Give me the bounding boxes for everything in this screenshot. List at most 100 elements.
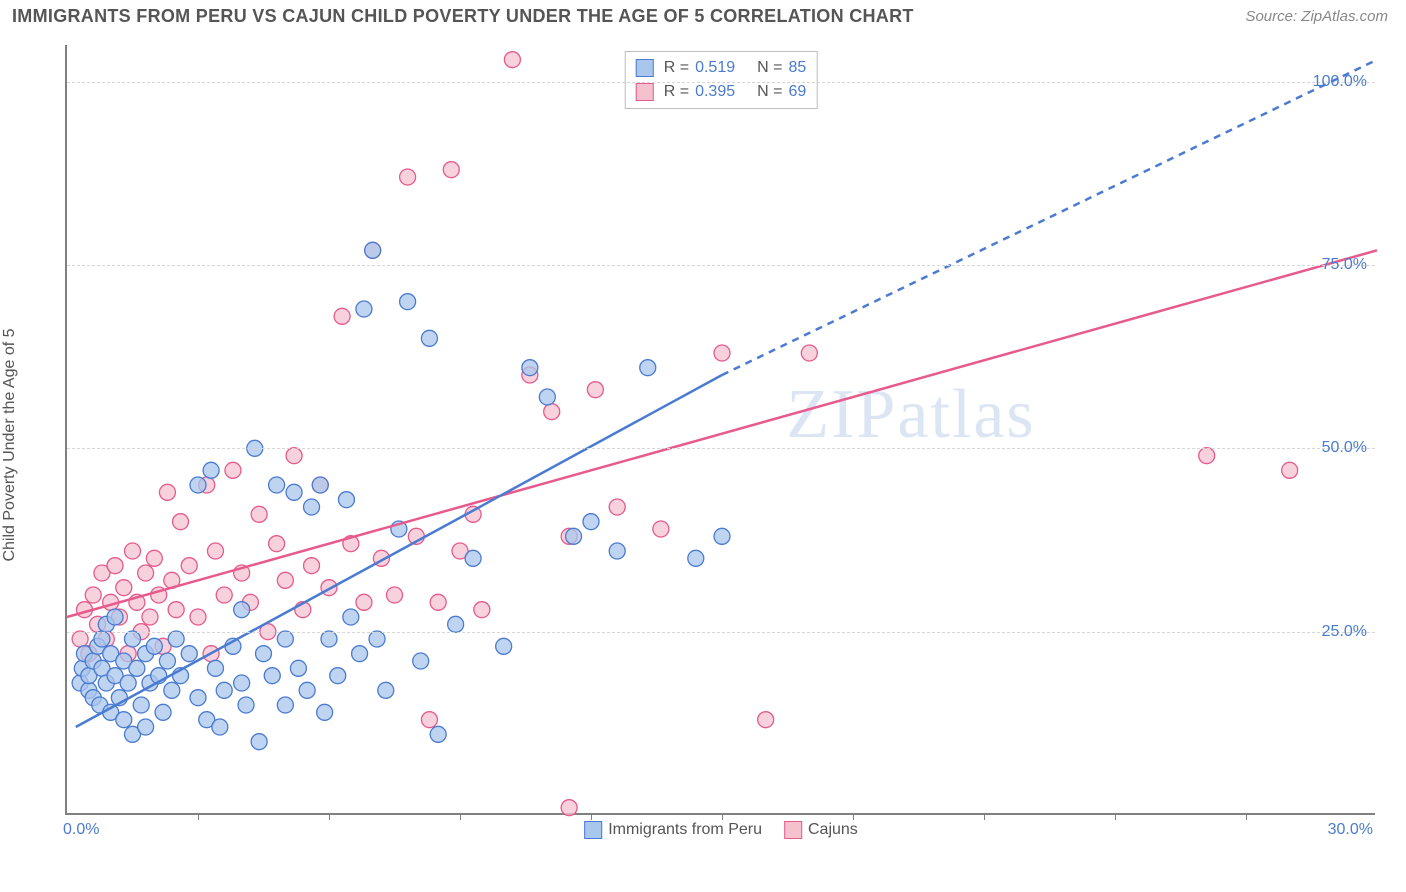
data-point-blue [159,653,175,669]
data-point-blue [400,294,416,310]
data-point-blue [120,675,136,691]
x-axis-min-label: 0.0% [63,821,99,839]
data-point-blue [321,631,337,647]
y-tick-label: 50.0% [1322,439,1367,457]
legend-series: Immigrants from Peru Cajuns [584,821,858,839]
legend-row: R =0.395N =69 [636,80,807,104]
data-point-blue [181,646,197,662]
data-point-blue [299,682,315,698]
data-point-blue [352,646,368,662]
data-point-blue [448,616,464,632]
data-point-blue [212,719,228,735]
data-point-blue [190,690,206,706]
data-point-blue [133,697,149,713]
legend-r-value: 0.519 [695,56,735,80]
data-point-pink [334,308,350,324]
data-point-blue [330,668,346,684]
gridline-h [67,265,1375,266]
data-point-pink [207,543,223,559]
legend-swatch [636,59,654,77]
legend-series-label: Cajuns [808,821,858,838]
legend-n-value: 85 [788,56,806,80]
data-point-blue [356,301,372,317]
x-tick [984,813,985,820]
trend-line [722,60,1377,375]
data-point-pink [269,536,285,552]
data-point-blue [430,726,446,742]
plot-svg [67,45,1375,813]
data-point-pink [400,169,416,185]
data-point-blue [277,631,293,647]
x-tick [460,813,461,820]
data-point-blue [609,543,625,559]
x-tick [329,813,330,820]
y-axis-label: Child Poverty Under the Age of 5 [1,328,19,561]
data-point-blue [566,528,582,544]
data-point-blue [421,330,437,346]
x-axis-max-label: 30.0% [1328,821,1373,839]
data-point-blue [234,602,250,618]
data-point-pink [587,382,603,398]
data-point-blue [155,704,171,720]
x-tick [1115,813,1116,820]
x-tick [591,813,592,820]
data-point-blue [317,704,333,720]
data-point-pink [190,609,206,625]
data-point-blue [146,638,162,654]
chart-header: IMMIGRANTS FROM PERU VS CAJUN CHILD POVE… [0,0,1406,33]
data-point-blue [312,477,328,493]
data-point-pink [653,521,669,537]
data-point-blue [234,675,250,691]
data-point-pink [173,514,189,530]
legend-series-label: Immigrants from Peru [608,821,762,838]
data-point-pink [85,587,101,603]
data-point-pink [168,602,184,618]
data-point-blue [168,631,184,647]
data-point-blue [413,653,429,669]
y-tick-label: 75.0% [1322,256,1367,274]
legend-swatch [584,821,602,839]
data-point-pink [146,550,162,566]
data-point-pink [758,712,774,728]
data-point-blue [190,477,206,493]
data-point-blue [714,528,730,544]
data-point-blue [365,242,381,258]
data-point-blue [496,638,512,654]
x-tick [722,813,723,820]
data-point-pink [116,580,132,596]
data-point-blue [207,660,223,676]
data-point-blue [369,631,385,647]
data-point-blue [125,631,141,647]
data-point-blue [640,360,656,376]
legend-r-label: R = [664,80,689,104]
data-point-blue [304,499,320,515]
data-point-pink [125,543,141,559]
data-point-blue [378,682,394,698]
data-point-blue [522,360,538,376]
legend-n-value: 69 [788,80,806,104]
data-point-blue [216,682,232,698]
data-point-pink [304,558,320,574]
data-point-blue [256,646,272,662]
data-point-pink [421,712,437,728]
x-tick [1246,813,1247,820]
data-point-pink [544,404,560,420]
data-point-pink [504,52,520,68]
data-point-blue [238,697,254,713]
data-point-pink [356,594,372,610]
data-point-blue [583,514,599,530]
data-point-blue [269,477,285,493]
legend-row: R =0.519N =85 [636,56,807,80]
trend-line [67,250,1377,617]
x-tick [853,813,854,820]
legend-r-value: 0.395 [695,80,735,104]
legend-r-label: R = [664,56,689,80]
data-point-blue [251,734,267,750]
data-point-pink [1199,448,1215,464]
data-point-pink [159,484,175,500]
data-point-blue [138,719,154,735]
data-point-blue [116,712,132,728]
data-point-blue [290,660,306,676]
data-point-pink [387,587,403,603]
data-point-pink [138,565,154,581]
